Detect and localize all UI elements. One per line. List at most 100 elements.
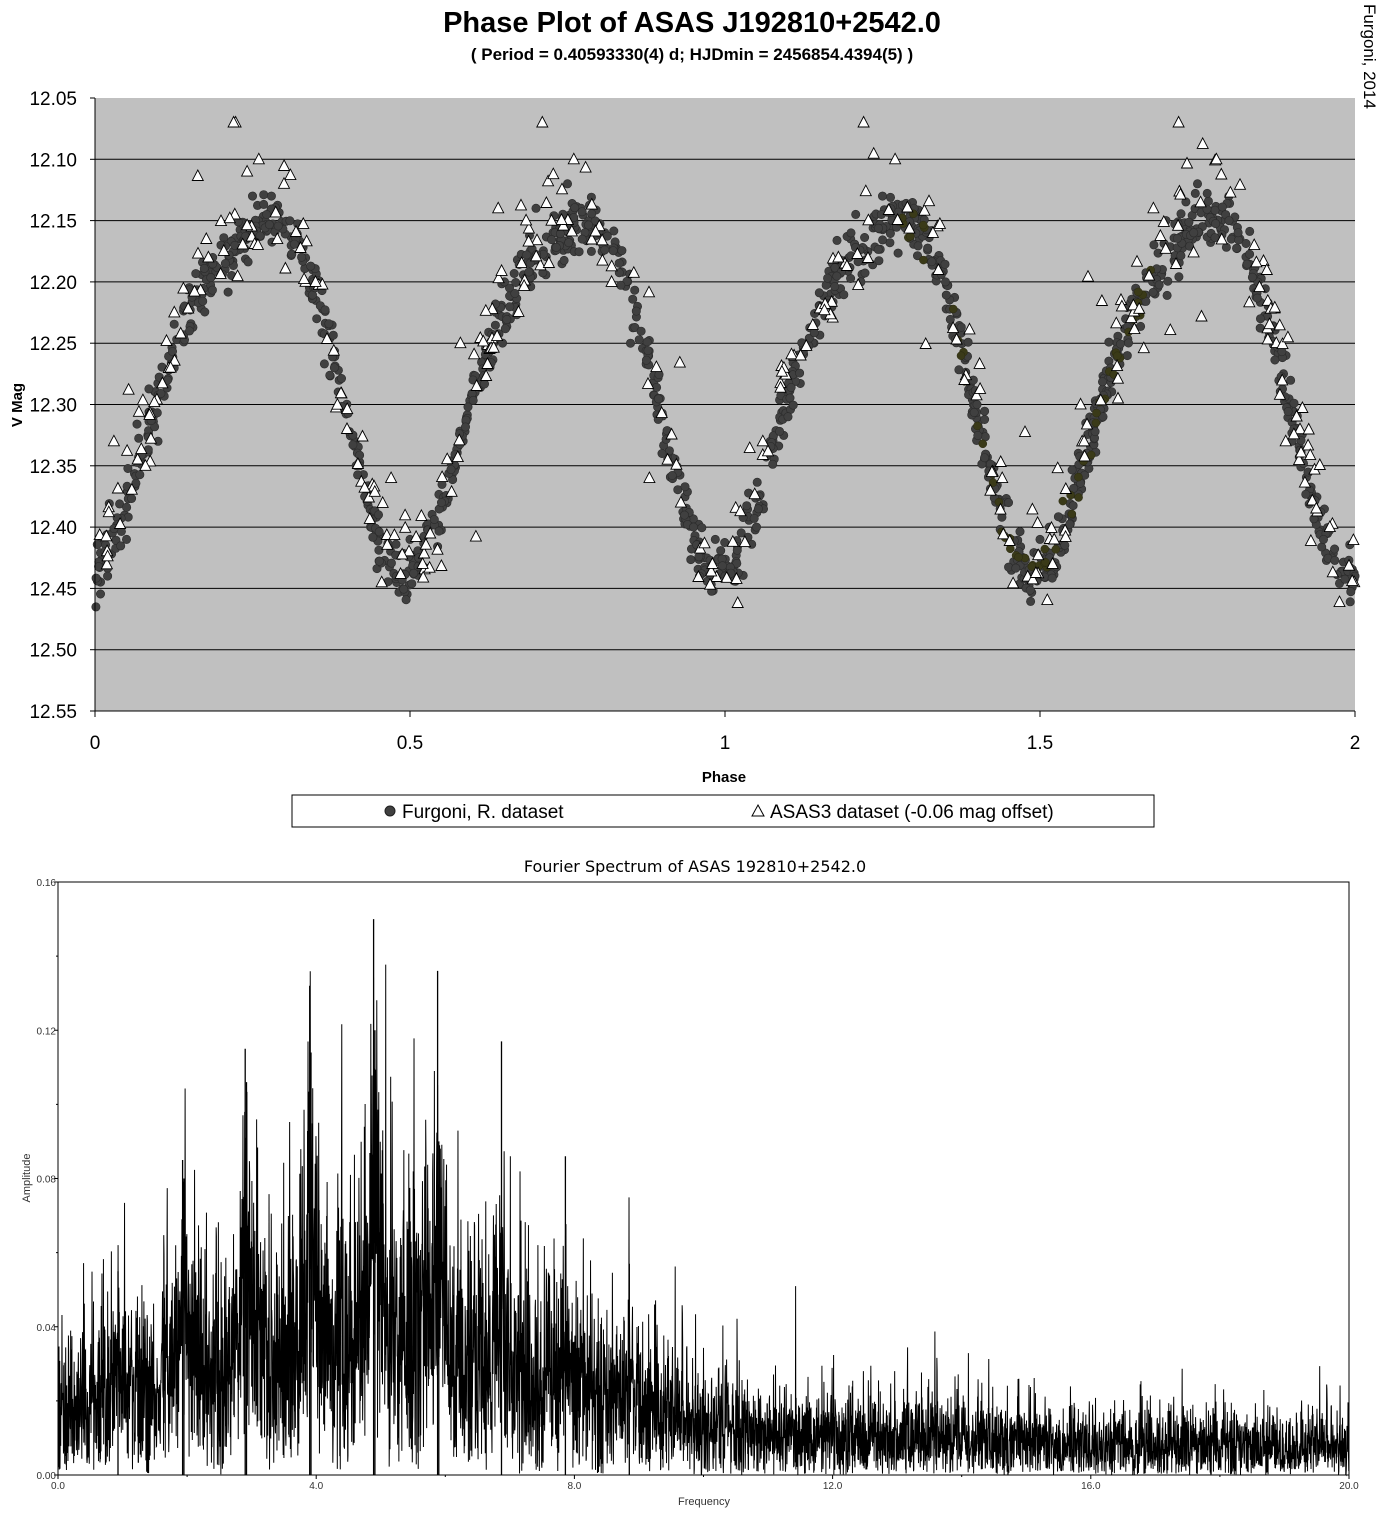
furgoni-point: [168, 346, 178, 356]
asas3-point: [297, 216, 310, 229]
furgoni-point: [878, 235, 888, 245]
asas3-point: [125, 482, 139, 495]
furgoni-point: [1090, 427, 1100, 437]
furgoni-point: [643, 346, 653, 356]
furgoni-point: [1256, 314, 1266, 324]
furgoni-point: [374, 545, 384, 555]
furgoni-point: [1122, 351, 1132, 361]
furgoni-point: [1203, 196, 1213, 206]
furgoni-point: [642, 337, 652, 347]
furgoni-point: [1217, 202, 1227, 212]
furgoni-point: [1011, 563, 1021, 573]
furgoni-point: [1224, 216, 1234, 226]
furgoni-point: [289, 239, 299, 249]
asas3-point: [665, 427, 678, 440]
furgoni-point: [1003, 498, 1013, 508]
asas3-point: [743, 441, 756, 454]
asas3-point: [168, 305, 181, 318]
asas3-point: [1045, 520, 1058, 533]
asas3-point: [144, 431, 158, 444]
furgoni-point: [1270, 355, 1280, 365]
asas3-point: [785, 347, 798, 360]
furgoni-point: [893, 248, 903, 258]
asas3-point: [487, 340, 500, 353]
asas3-point: [1147, 201, 1160, 214]
asas3-point: [882, 203, 896, 215]
asas3-point: [1180, 156, 1194, 169]
asas3-point: [1171, 218, 1185, 231]
furgoni-point: [374, 556, 384, 566]
furgoni-point: [103, 571, 113, 581]
asas3-point: [174, 326, 187, 339]
asas3-point: [1279, 434, 1292, 447]
asas3-point: [136, 393, 150, 406]
legend-item-furgoni: Furgoni, R. dataset: [402, 802, 564, 823]
furgoni-point: [262, 210, 272, 220]
furgoni-point: [830, 281, 840, 291]
furgoni-point: [409, 568, 419, 578]
asas3-point: [867, 146, 880, 159]
furgoni-point: [736, 528, 746, 538]
furgoni-point: [694, 552, 704, 562]
furgoni-point: [273, 221, 283, 231]
furgoni-point: [391, 539, 401, 549]
furgoni-point: [510, 288, 520, 298]
asas3-point: [453, 433, 466, 446]
asas3-point: [1194, 195, 1207, 208]
asas3-point: [470, 379, 483, 391]
furgoni-point: [502, 314, 512, 324]
asas3-point: [100, 529, 113, 542]
furgoni-point: [353, 470, 363, 480]
fourier-plot: Fourier Spectrum of ASAS 192810+2542.0 0…: [21, 857, 1359, 1508]
asas3-point: [1293, 422, 1307, 435]
fourier-y-ticks: 0.00 0.04 0.08 0.12 0.16: [37, 878, 58, 1482]
furgoni-point: [1040, 544, 1050, 554]
furgoni-point: [243, 257, 253, 267]
asas3-point: [726, 534, 740, 547]
furgoni-point: [956, 351, 966, 360]
furgoni-point: [312, 314, 322, 324]
furgoni-point: [940, 277, 950, 287]
asas3-point: [1333, 595, 1346, 608]
furgoni-point: [429, 514, 439, 524]
asas3-point: [240, 164, 254, 177]
asas3-point: [320, 332, 334, 344]
asas3-point: [761, 444, 775, 457]
furgoni-point: [1319, 534, 1329, 544]
furgoni-point: [122, 534, 132, 544]
asas3-point: [514, 198, 528, 211]
furgoni-point: [144, 384, 154, 394]
furgoni-point: [949, 304, 958, 314]
asas3-point: [1298, 475, 1312, 488]
phase-x-tick-label: 0.5: [397, 733, 423, 754]
asas3-point: [1304, 533, 1318, 546]
fourier-x-axis-label: Frequency: [678, 1496, 730, 1508]
furgoni-point: [574, 247, 584, 257]
furgoni-point: [994, 497, 1004, 507]
furgoni-point: [742, 501, 752, 511]
asas3-point: [512, 304, 525, 317]
phase-plot: 12.05 12.10 12.15 12.20 12.25 12.30 12.35 12.40…: [9, 89, 1361, 786]
asas3-point: [589, 224, 602, 237]
furgoni-point: [206, 273, 216, 283]
phase-y-tick-label: 12.50: [29, 641, 77, 662]
furgoni-point: [169, 319, 179, 329]
asas3-point: [774, 380, 787, 393]
furgoni-point: [555, 229, 565, 239]
asas3-point: [481, 357, 494, 369]
asas3-point: [1287, 427, 1301, 440]
asas3-point: [985, 465, 999, 478]
asas3-point: [467, 347, 481, 360]
furgoni-point: [185, 326, 195, 336]
phase-plot-subtitle: ( Period = 0.40593330(4) d; HJDmin = 245…: [471, 45, 913, 64]
furgoni-point: [954, 365, 964, 375]
furgoni-point: [1025, 585, 1035, 595]
furgoni-point: [116, 541, 126, 551]
furgoni-point: [927, 257, 937, 267]
asas3-point: [692, 570, 705, 582]
asas3-point: [1029, 566, 1043, 578]
asas3-point: [1074, 397, 1087, 410]
asas3-point: [1018, 425, 1032, 438]
asas3-point: [579, 160, 592, 173]
asas3-point: [731, 596, 744, 608]
